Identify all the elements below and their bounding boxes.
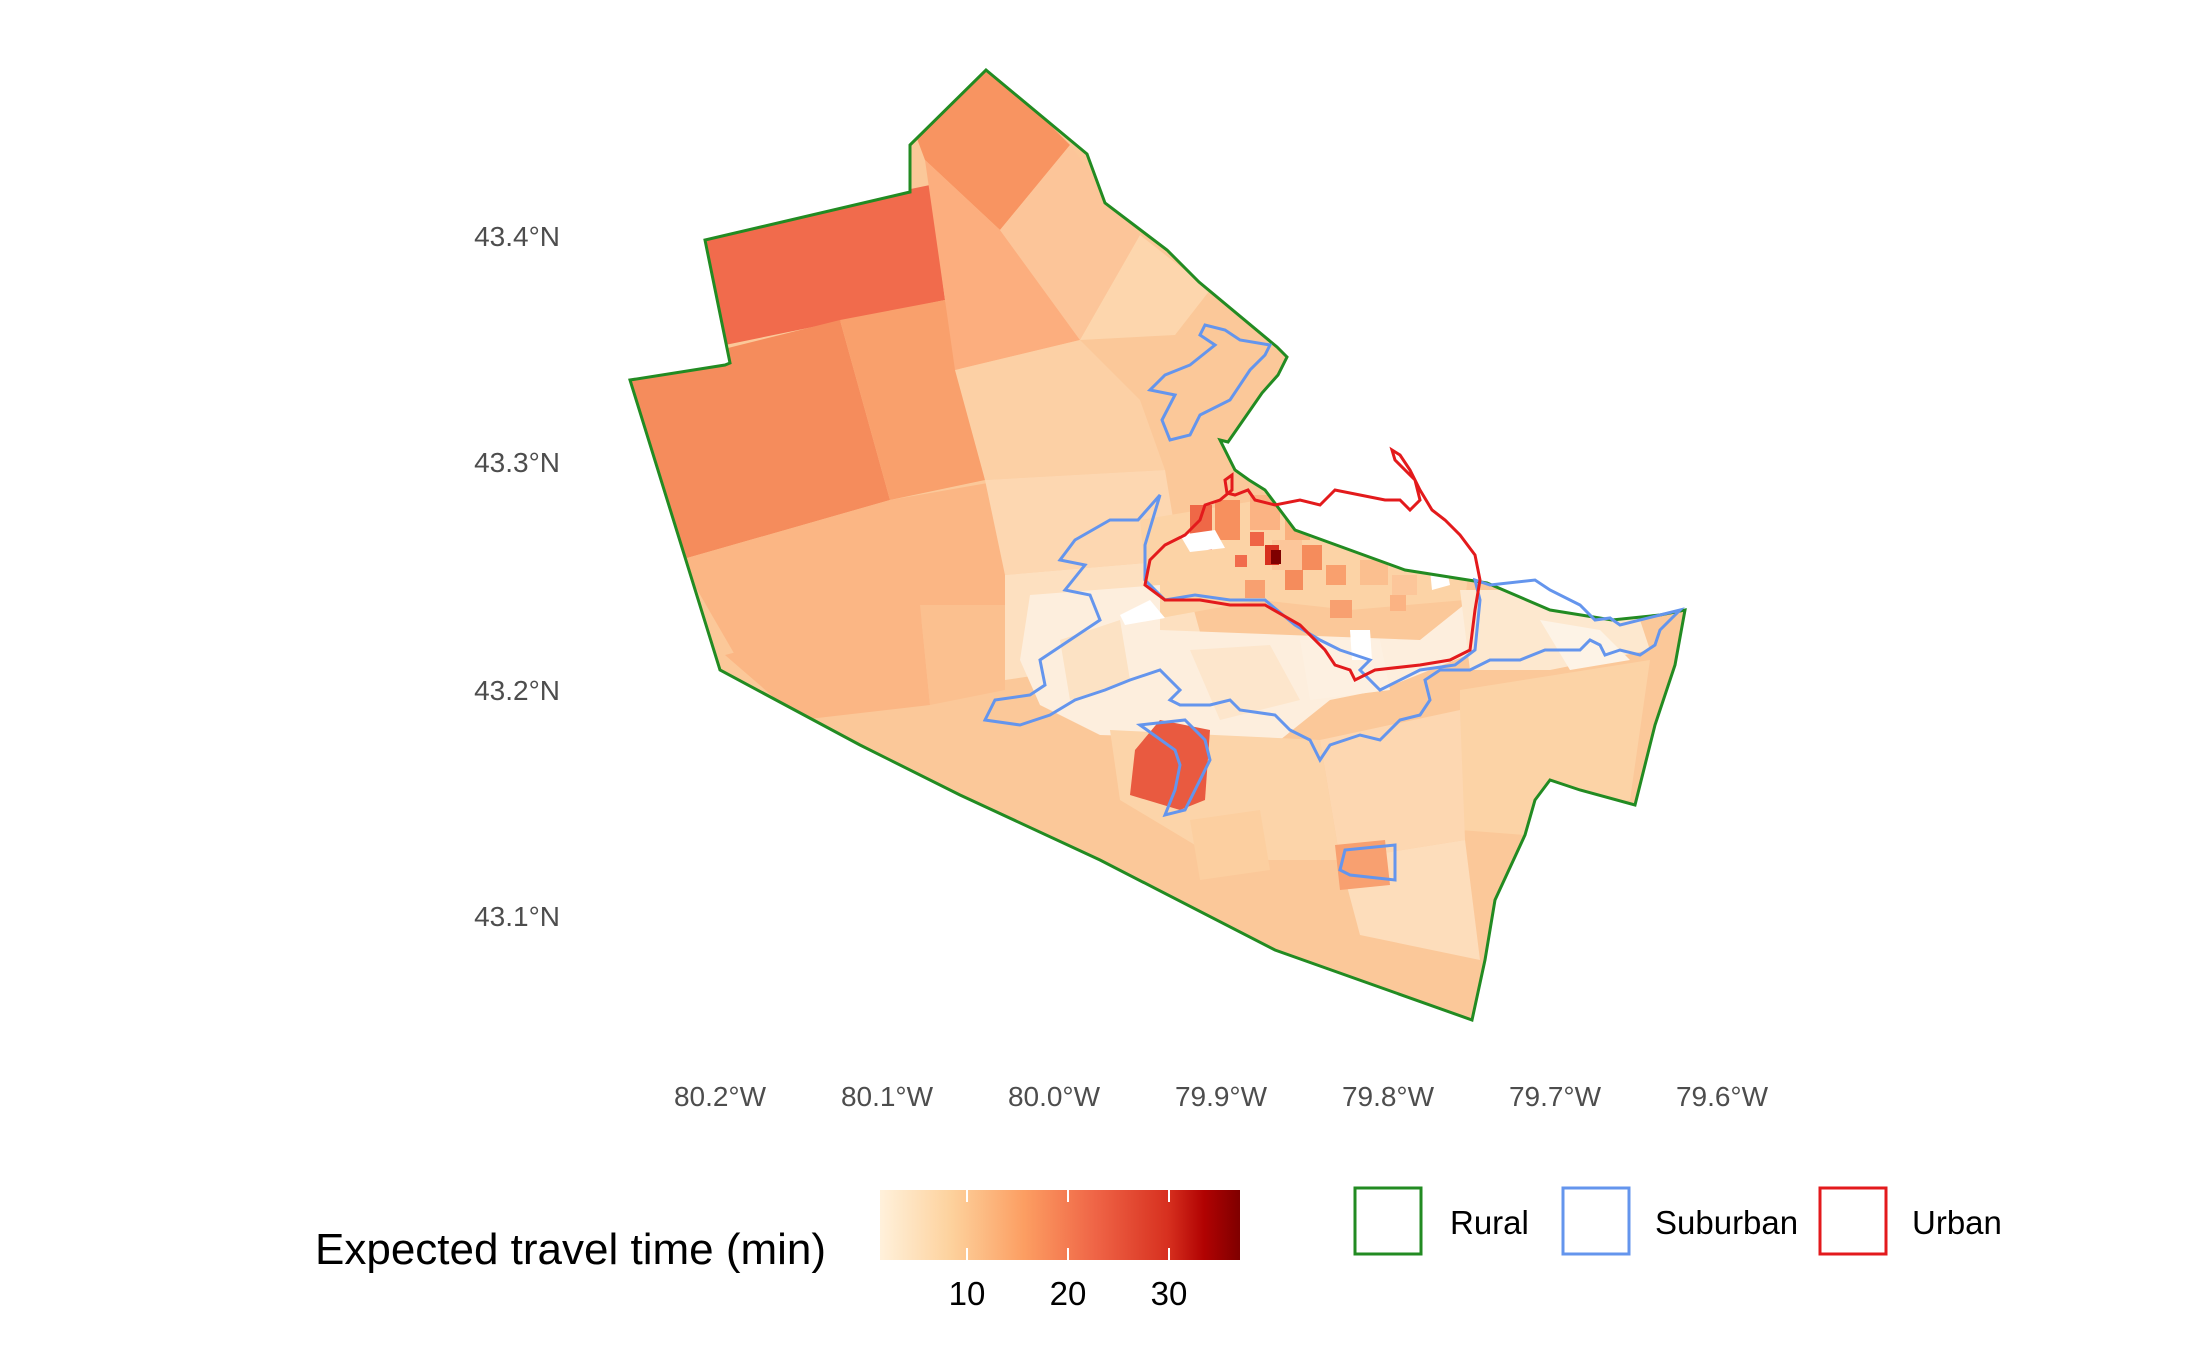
rural-legend-label: Rural [1450,1204,1529,1241]
longitude-label: 80.0°W [1008,1081,1101,1112]
longitude-label: 79.8°W [1342,1081,1435,1112]
latitude-label: 43.2°N [474,675,560,706]
suburban-boundaries [982,323,1685,882]
latitude-label: 43.1°N [474,901,560,932]
longitude-label: 79.9°W [1175,1081,1268,1112]
longitude-label: 80.1°W [841,1081,934,1112]
latitude-label: 43.4°N [474,221,560,252]
rural-legend-key [1353,1186,1423,1256]
suburban-legend-key [1561,1186,1631,1256]
urban-legend-label: Urban [1912,1204,2002,1241]
longitude-label: 79.6°W [1676,1081,1769,1112]
legend-title: Expected travel time (min) [315,1225,826,1274]
colorbar [880,1190,1240,1260]
urban-boundary [1143,446,1482,683]
boundary-legend: Rural Suburban Urban [1353,1186,2002,1256]
colorbar-tick-label: 30 [1151,1275,1188,1312]
rural-boundary [628,67,1687,1022]
longitude-label: 79.7°W [1509,1081,1602,1112]
colorbar-tick-marks [966,1190,1170,1260]
colorbar-tick-label: 10 [949,1275,986,1312]
urban-legend-key [1818,1186,1888,1256]
colorbar-tick-label: 20 [1050,1275,1087,1312]
latitude-label: 43.3°N [474,447,560,478]
suburban-legend-label: Suburban [1655,1204,1798,1241]
colorbar-legend: Expected travel time (min) 10 20 30 [315,1190,1240,1312]
longitude-label: 80.2°W [674,1081,767,1112]
